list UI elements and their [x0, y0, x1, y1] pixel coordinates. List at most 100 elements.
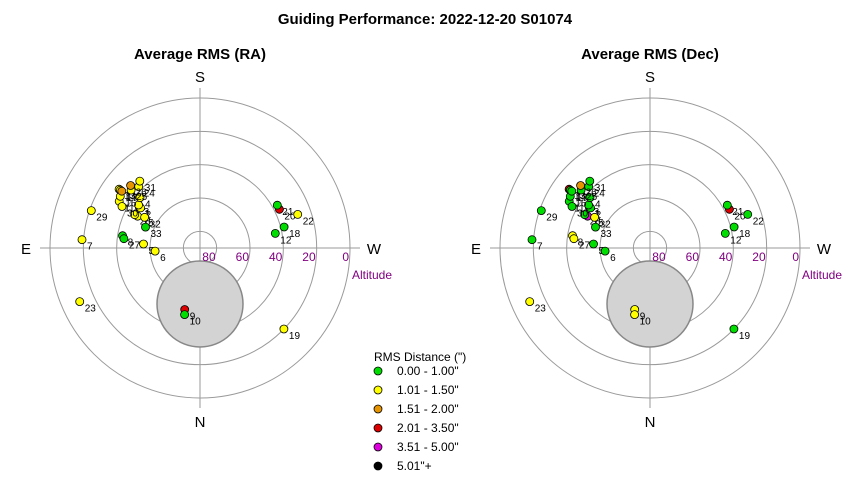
altitude-axis-label: Altitude [352, 268, 392, 282]
data-point [86, 206, 96, 216]
data-point [743, 209, 753, 219]
altitude-tick-label: 60 [236, 250, 250, 264]
data-point-label: 21 [732, 207, 744, 218]
data-point-label: 4 [595, 200, 601, 211]
data-point [591, 222, 600, 232]
legend-swatch [373, 366, 383, 376]
direction-label-top: S [645, 69, 655, 86]
data-point [139, 239, 148, 249]
data-point-label: 28 [140, 217, 152, 228]
legend-swatch [373, 461, 383, 471]
data-point [600, 246, 610, 256]
direction-label-left: E [471, 241, 481, 258]
data-point [630, 310, 639, 320]
altitude-tick-label: 0 [342, 250, 349, 264]
data-point-label: 16 [575, 198, 587, 209]
legend-swatch [373, 423, 383, 433]
data-point-label: 2 [146, 210, 152, 221]
data-point-label: 9 [640, 312, 646, 323]
data-point [536, 206, 546, 216]
legend-item-label: 0.00 - 1.00" [397, 364, 459, 378]
data-point-label: 11 [124, 203, 135, 214]
data-point-label: 14 [125, 192, 137, 203]
obstruction-zone [606, 260, 694, 348]
data-point-label: 29 [546, 213, 558, 224]
data-point-label: 26 [136, 188, 148, 199]
data-point-label: 10 [190, 317, 202, 328]
data-point-label: 25 [586, 192, 598, 203]
data-point-label: 12 [730, 235, 742, 246]
data-point-label: 19 [289, 331, 301, 342]
data-point-label: 2 [596, 210, 602, 221]
data-point [75, 297, 85, 307]
legend-item-label: 5.01"+ [397, 459, 432, 473]
data-point-label: 25 [136, 192, 148, 203]
data-point-label: 18 [739, 229, 751, 240]
plot-title: Average RMS (Dec) [581, 46, 719, 63]
data-point-label: 30 [577, 209, 589, 220]
data-point-label: 13 [124, 191, 136, 202]
data-point [130, 210, 140, 220]
data-point-label: 23 [535, 304, 547, 315]
data-point-label: 19 [739, 331, 751, 342]
altitude-tick-label: 40 [269, 250, 283, 264]
legend-item-label: 1.01 - 1.50" [397, 383, 459, 397]
data-point-label: 10 [640, 317, 652, 328]
data-point-label: 24 [594, 189, 606, 200]
data-point [77, 235, 87, 245]
data-point-label: 33 [151, 229, 163, 240]
data-point-label: 22 [753, 216, 765, 227]
figure-title: Guiding Performance: 2022-12-20 S01074 [278, 11, 573, 28]
data-point [729, 324, 739, 334]
data-point-label: 16 [125, 198, 137, 209]
data-point-label: 11 [574, 203, 585, 214]
legend-title: RMS Distance (") [374, 350, 466, 364]
data-point [590, 212, 599, 222]
data-point [569, 234, 579, 244]
data-point-label: 13 [574, 191, 586, 202]
data-point-label: 26 [586, 188, 598, 199]
data-point-label: 17 [577, 193, 589, 204]
data-point-label: 28 [590, 217, 602, 228]
data-point [722, 200, 732, 210]
data-point-label: 17 [127, 193, 139, 204]
data-point [117, 186, 127, 196]
data-point [279, 324, 289, 334]
direction-label-left: E [21, 241, 31, 258]
data-point-label: 9 [190, 312, 196, 323]
data-point-label: 33 [601, 229, 613, 240]
data-point [580, 210, 590, 220]
data-point-label: 7 [87, 242, 93, 253]
legend-items: 0.00 - 1.00" 1.01 - 1.50" 1.51 - 2.00" 2.01… [373, 364, 459, 473]
legend-item-label: 3.51 - 5.00" [397, 440, 459, 454]
data-point-label: 7 [537, 242, 543, 253]
legend-swatch [373, 385, 383, 395]
data-point-label: 6 [160, 253, 166, 264]
data-point-label: 31 [145, 183, 157, 194]
legend-item-label: 2.01 - 3.50" [397, 421, 459, 435]
data-point [272, 200, 282, 210]
direction-label-top: S [195, 69, 205, 86]
data-point-label: 8 [128, 238, 134, 249]
data-point [293, 209, 303, 219]
direction-label-bottom: N [195, 414, 206, 431]
data-point [180, 310, 190, 320]
legend-item-label: 1.51 - 2.00" [397, 402, 459, 416]
data-point [576, 181, 585, 190]
data-point-label: 32 [600, 219, 612, 230]
data-point-label: 12 [280, 235, 292, 246]
altitude-tick-label: 40 [719, 250, 733, 264]
data-point-label: 4 [145, 200, 151, 211]
data-point-label: 32 [150, 219, 162, 230]
altitude-tick-label: 80 [202, 250, 216, 264]
direction-label-right: W [817, 241, 832, 258]
data-point-label: 8 [578, 238, 584, 249]
plot-title: Average RMS (RA) [134, 46, 266, 63]
data-point [567, 186, 577, 196]
data-point-label: 30 [127, 209, 139, 220]
data-point [141, 222, 150, 232]
altitude-tick-label: 20 [752, 250, 766, 264]
